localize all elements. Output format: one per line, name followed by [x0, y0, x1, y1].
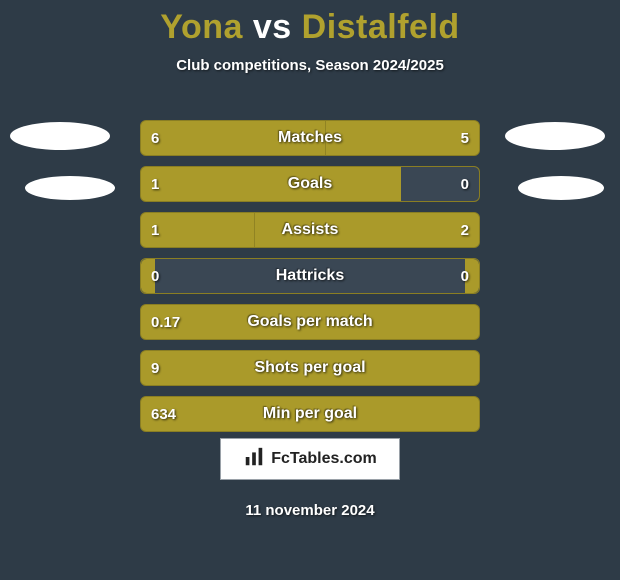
- player2-name: Distalfeld: [302, 8, 460, 46]
- stat-bars: 65Matches10Goals12Assists00Hattricks0.17…: [140, 120, 480, 442]
- logo-ellipse: [505, 122, 605, 150]
- stat-row: 9Shots per goal: [140, 350, 480, 386]
- stat-label: Hattricks: [141, 259, 479, 293]
- vs-text: vs: [253, 8, 292, 46]
- stat-row: 65Matches: [140, 120, 480, 156]
- stat-value-left: 6: [151, 121, 159, 155]
- stat-label: Shots per goal: [141, 351, 479, 385]
- stat-value-right: 0: [461, 259, 469, 293]
- footer-date: 11 november 2024: [0, 502, 620, 519]
- stat-row: 10Goals: [140, 166, 480, 202]
- stat-value-right: 2: [461, 213, 469, 247]
- player1-name: Yona: [160, 8, 243, 46]
- watermark-badge: FcTables.com: [220, 438, 400, 480]
- logo-ellipse: [25, 176, 115, 200]
- watermark-text: FcTables.com: [271, 450, 377, 468]
- stat-value-right: 5: [461, 121, 469, 155]
- stat-value-left: 0.17: [151, 305, 180, 339]
- stat-value-left: 0: [151, 259, 159, 293]
- bar-chart-icon: [243, 446, 265, 473]
- stat-label: Goals per match: [141, 305, 479, 339]
- stat-value-right: 0: [461, 167, 469, 201]
- logo-ellipse: [518, 176, 604, 200]
- stat-label: Min per goal: [141, 397, 479, 431]
- stat-row: 0 0Hattricks: [140, 258, 480, 294]
- stat-row: 634Min per goal: [140, 396, 480, 432]
- stat-value-left: 9: [151, 351, 159, 385]
- stat-row: 12Assists: [140, 212, 480, 248]
- comparison-title: Yona vs Distalfeld: [0, 0, 620, 47]
- stat-value-left: 634: [151, 397, 176, 431]
- subtitle: Club competitions, Season 2024/2025: [0, 57, 620, 74]
- stat-value-left: 1: [151, 213, 159, 247]
- stat-row: 0.17Goals per match: [140, 304, 480, 340]
- logo-ellipse: [10, 122, 110, 150]
- stat-value-left: 1: [151, 167, 159, 201]
